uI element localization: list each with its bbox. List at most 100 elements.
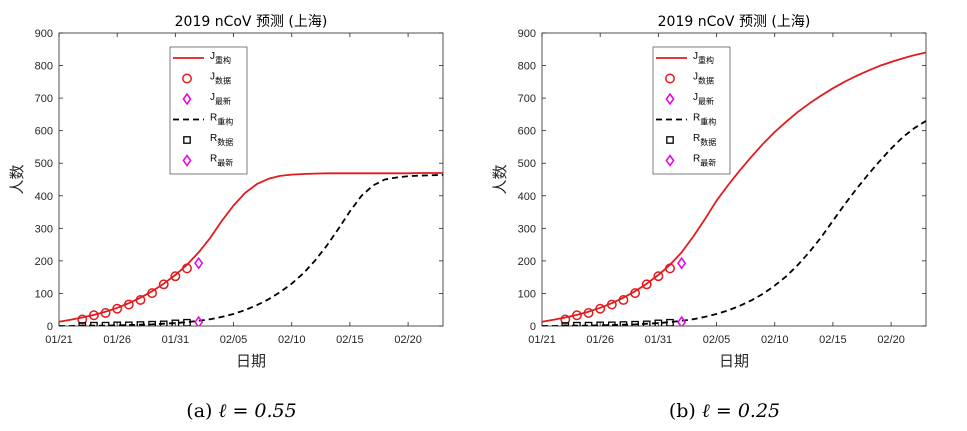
legend-entry-label: R重构 — [210, 113, 233, 127]
x-tick-label: 01/26 — [103, 334, 131, 346]
legend-entry-label: J数据 — [693, 72, 714, 86]
caption-a: (a) ℓ = 0.55 — [0, 400, 483, 423]
series-group — [59, 172, 443, 326]
legend-entry-label: R数据 — [210, 133, 233, 147]
series-j-circle-point — [135, 295, 146, 305]
chart-panel-a: 0 100 200 300 400 500 600 700 800 900 01/21 01/26 01… — [0, 0, 483, 431]
series-r-square-point — [584, 321, 593, 326]
legend: J重构 J数据 J最新 R重构 R数据 R最新 — [169, 46, 248, 175]
legend-entry-label: R最新 — [693, 154, 716, 168]
x-tick-label: 02/20 — [394, 334, 422, 346]
chart-title: 2019 nCoV 预测 (上海) — [175, 14, 328, 30]
x-tick-label: 02/10 — [278, 334, 306, 346]
series-j-circle-point — [170, 271, 181, 282]
series-r-square-point — [642, 320, 651, 326]
y-tick-label: 100 — [518, 288, 536, 300]
series-j-solid-line-line — [59, 172, 443, 323]
series-j-solid-line-line — [542, 51, 926, 323]
chart-b: 0 100 200 300 400 500 600 700 800 900 01/21 01/26 01… — [491, 14, 927, 370]
series-r-dashed-line-line — [59, 174, 443, 326]
caption-b: (b) ℓ = 0.25 — [483, 400, 966, 423]
series-r-square-point — [101, 321, 110, 326]
x-tick-label: 02/05 — [703, 334, 731, 346]
series-j-circle-point — [182, 263, 192, 274]
x-tick-label: 02/05 — [220, 334, 248, 346]
series-j-circle-point — [100, 308, 111, 318]
series-r-square-point — [654, 319, 663, 326]
series-j-diamond-point — [677, 256, 687, 270]
legend-entry-label: R数据 — [693, 133, 716, 147]
y-tick-label: 600 — [518, 126, 536, 138]
y-tick-label: 500 — [518, 158, 536, 170]
y-tick-label: 300 — [35, 223, 53, 235]
series-r-square-point — [607, 321, 616, 326]
x-tick-label: 01/31 — [162, 334, 190, 346]
series-j-circle-point — [583, 308, 594, 318]
x-tick-label: 01/21 — [528, 334, 556, 346]
x-tick-label: 01/26 — [586, 334, 614, 346]
series-r-square-point — [561, 322, 570, 326]
series-r-square-point — [113, 321, 122, 326]
y-tick-label: 900 — [518, 28, 536, 40]
y-tick-label: 200 — [518, 256, 536, 268]
legend-entry-label: R重构 — [693, 113, 716, 127]
legend-entry-label: J重构 — [210, 51, 231, 65]
plot-area — [58, 32, 444, 327]
y-tick-label: 300 — [518, 223, 536, 235]
y-tick-label: 800 — [35, 61, 53, 73]
chart-title: 2019 nCoV 预测 (上海) — [658, 14, 811, 30]
series-r-square-point — [90, 321, 98, 326]
series-r-square-point — [136, 321, 145, 326]
x-tick-label: 01/31 — [645, 334, 673, 346]
series-j-circle-point — [665, 263, 675, 274]
series-j-circle-point — [595, 303, 606, 314]
series-j-circle-point — [77, 314, 88, 325]
series-r-diamond-point — [194, 315, 204, 326]
x-tick-label: 02/10 — [761, 334, 789, 346]
legend-entry-label: J最新 — [693, 92, 714, 106]
y-tick-label: 200 — [35, 256, 53, 268]
series-j-circle-point — [641, 279, 652, 290]
series-group — [542, 51, 926, 326]
y-tick-label: 0 — [47, 321, 53, 333]
y-tick-label: 700 — [35, 93, 53, 105]
series-r-square-point — [159, 320, 168, 326]
series-j-circle-point — [571, 310, 582, 321]
y-tick-label: 0 — [530, 321, 536, 333]
series-j-circle-point — [653, 271, 664, 282]
y-tick-label: 400 — [35, 191, 53, 203]
y-tick-label: 400 — [518, 191, 536, 203]
series-r-square-point — [666, 318, 674, 326]
y-tick-label: 700 — [518, 93, 536, 105]
x-tick-label: 02/15 — [819, 334, 847, 346]
legend: J重构 J数据 J最新 R重构 R数据 R最新 — [652, 46, 731, 175]
caption-b-math: ℓ = 0.25 — [701, 400, 781, 422]
series-r-diamond-point — [677, 315, 687, 326]
series-r-square-point — [619, 321, 628, 326]
y-tick-label: 500 — [35, 158, 53, 170]
series-j-circle-point — [560, 314, 571, 325]
legend-box — [169, 46, 248, 175]
y-tick-label: 600 — [35, 126, 53, 138]
series-j-circle-point — [606, 299, 617, 310]
series-j-circle-point — [123, 299, 134, 310]
series-r-square-point — [124, 321, 133, 326]
series-j-diamond-point — [194, 256, 204, 270]
series-j-circle-point — [630, 288, 641, 299]
series-r-square-point — [78, 322, 87, 326]
series-r-square-point — [148, 320, 156, 326]
series-r-square-point — [596, 321, 605, 326]
series-r-square-point — [183, 318, 191, 326]
legend-entry-label: R最新 — [210, 154, 233, 168]
legend-entry-label: J数据 — [210, 72, 231, 86]
y-tick-label: 800 — [518, 61, 536, 73]
y-tick-label: 900 — [35, 28, 53, 40]
caption-a-math: ℓ = 0.55 — [218, 400, 297, 422]
y-axis-label: 人数 — [491, 164, 509, 194]
legend-swatch — [183, 136, 191, 144]
legend-swatch — [665, 92, 675, 106]
legend-swatch — [182, 154, 192, 167]
series-r-square-point — [631, 320, 639, 326]
x-tick-label: 02/20 — [877, 334, 905, 346]
y-axis-label: 人数 — [8, 164, 26, 194]
